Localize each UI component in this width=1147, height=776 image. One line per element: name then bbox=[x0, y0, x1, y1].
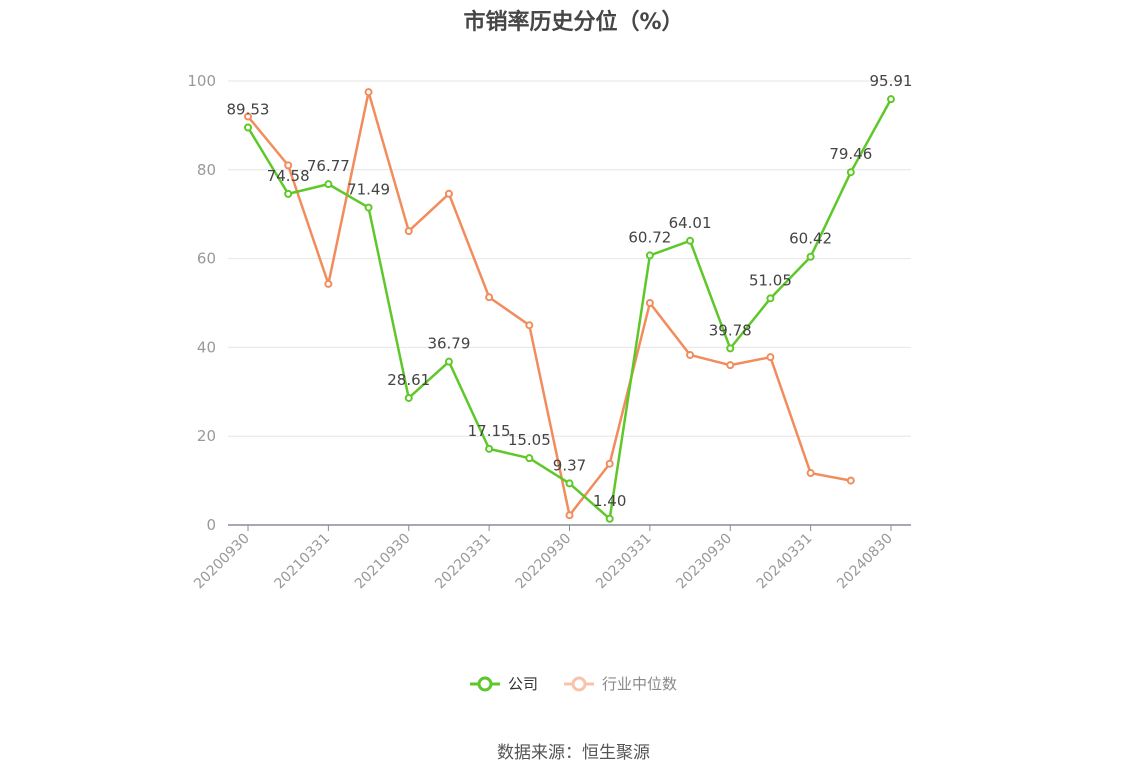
data-point-company[interactable] bbox=[686, 236, 695, 245]
data-point-company[interactable] bbox=[846, 168, 855, 177]
series-line-industry bbox=[247, 90, 852, 517]
x-tick-label: 20220930 bbox=[513, 531, 575, 593]
data-point-industry[interactable] bbox=[324, 279, 333, 288]
data-point-industry[interactable] bbox=[565, 511, 574, 520]
data-point-company[interactable] bbox=[364, 203, 373, 212]
y-tick-label: 80 bbox=[197, 161, 216, 179]
data-point-industry[interactable] bbox=[485, 293, 494, 302]
chart-title: 市销率历史分位（%） bbox=[463, 10, 684, 35]
legend-industry-icon bbox=[564, 676, 594, 691]
y-tick-label: 40 bbox=[197, 338, 216, 356]
data-label-company: 64.01 bbox=[669, 214, 712, 232]
data-point-company[interactable] bbox=[525, 454, 534, 463]
data-point-industry[interactable] bbox=[686, 350, 695, 359]
data-point-industry[interactable] bbox=[766, 353, 775, 362]
data-point-industry[interactable] bbox=[726, 361, 735, 370]
legend-item-industry[interactable]: 行业中位数 bbox=[564, 673, 677, 694]
data-label-company: 39.78 bbox=[709, 321, 752, 339]
data-point-industry[interactable] bbox=[444, 189, 453, 198]
data-point-company[interactable] bbox=[726, 344, 735, 353]
series-company bbox=[244, 95, 895, 523]
data-label-company: 95.91 bbox=[870, 72, 913, 90]
legend: 公司 行业中位数 bbox=[0, 673, 1147, 694]
data-label-company: 28.61 bbox=[387, 371, 430, 389]
series-industry bbox=[244, 88, 855, 520]
y-tick-label: 20 bbox=[197, 427, 216, 445]
data-point-company[interactable] bbox=[324, 180, 333, 189]
x-tick-label: 20240830 bbox=[834, 531, 896, 593]
data-label-company: 79.46 bbox=[829, 145, 872, 163]
data-point-company[interactable] bbox=[444, 357, 453, 366]
data-label-company: 89.53 bbox=[227, 100, 270, 118]
data-point-company[interactable] bbox=[565, 479, 574, 488]
data-label-company: 1.40 bbox=[593, 492, 626, 510]
axes: 0 20 40 60 80 100 20200930 20210331 20210930 2022… bbox=[187, 72, 911, 592]
data-label-company: 36.79 bbox=[427, 335, 470, 353]
x-tick-label: 20240331 bbox=[754, 531, 816, 593]
y-tick-label: 0 bbox=[206, 516, 216, 534]
data-label-company: 9.37 bbox=[553, 456, 586, 474]
x-tick-label: 20210930 bbox=[352, 531, 414, 593]
y-tick-label: 100 bbox=[187, 72, 216, 90]
legend-label-industry: 行业中位数 bbox=[602, 675, 678, 693]
data-point-company[interactable] bbox=[645, 251, 654, 260]
data-point-company[interactable] bbox=[284, 189, 293, 198]
data-point-industry[interactable] bbox=[364, 88, 373, 97]
data-point-company[interactable] bbox=[766, 294, 775, 303]
data-point-industry[interactable] bbox=[284, 161, 293, 170]
data-label-company: 76.77 bbox=[307, 157, 350, 175]
data-point-industry[interactable] bbox=[404, 227, 413, 236]
data-label-company: 15.05 bbox=[508, 431, 551, 449]
x-tick-label: 20230930 bbox=[673, 531, 735, 593]
data-label-company: 71.49 bbox=[347, 181, 390, 199]
legend-company-icon bbox=[469, 676, 500, 691]
data-point-industry[interactable] bbox=[806, 469, 815, 478]
data-point-company[interactable] bbox=[244, 123, 252, 132]
legend-item-company[interactable]: 公司 bbox=[469, 673, 538, 694]
data-point-company[interactable] bbox=[605, 514, 614, 523]
y-tick-label: 60 bbox=[197, 250, 216, 268]
x-tick-label: 20210331 bbox=[271, 531, 333, 593]
data-label-company: 74.58 bbox=[267, 167, 310, 185]
x-tick-label: 20200930 bbox=[191, 531, 253, 593]
data-label-company: 17.15 bbox=[468, 422, 511, 440]
line-chart: 0 20 40 60 80 100 20200930 20210331 20210930 2022… bbox=[187, 72, 913, 592]
data-point-industry[interactable] bbox=[244, 112, 252, 121]
x-tick-label: 20220331 bbox=[432, 531, 494, 593]
source-note: 数据来源：恒生聚源 bbox=[497, 743, 650, 763]
data-point-company[interactable] bbox=[806, 252, 815, 261]
data-point-company[interactable] bbox=[887, 95, 895, 104]
data-point-industry[interactable] bbox=[645, 299, 654, 307]
data-label-company: 51.05 bbox=[749, 271, 792, 289]
data-point-company[interactable] bbox=[404, 393, 413, 402]
data-point-industry[interactable] bbox=[605, 459, 614, 468]
data-label-company: 60.42 bbox=[789, 230, 832, 248]
x-tick-label: 20230331 bbox=[593, 531, 655, 593]
data-point-industry[interactable] bbox=[846, 476, 855, 485]
legend-label-company: 公司 bbox=[507, 675, 538, 693]
data-point-industry[interactable] bbox=[525, 321, 534, 330]
data-label-company: 60.72 bbox=[628, 228, 671, 246]
data-point-company[interactable] bbox=[485, 444, 494, 453]
